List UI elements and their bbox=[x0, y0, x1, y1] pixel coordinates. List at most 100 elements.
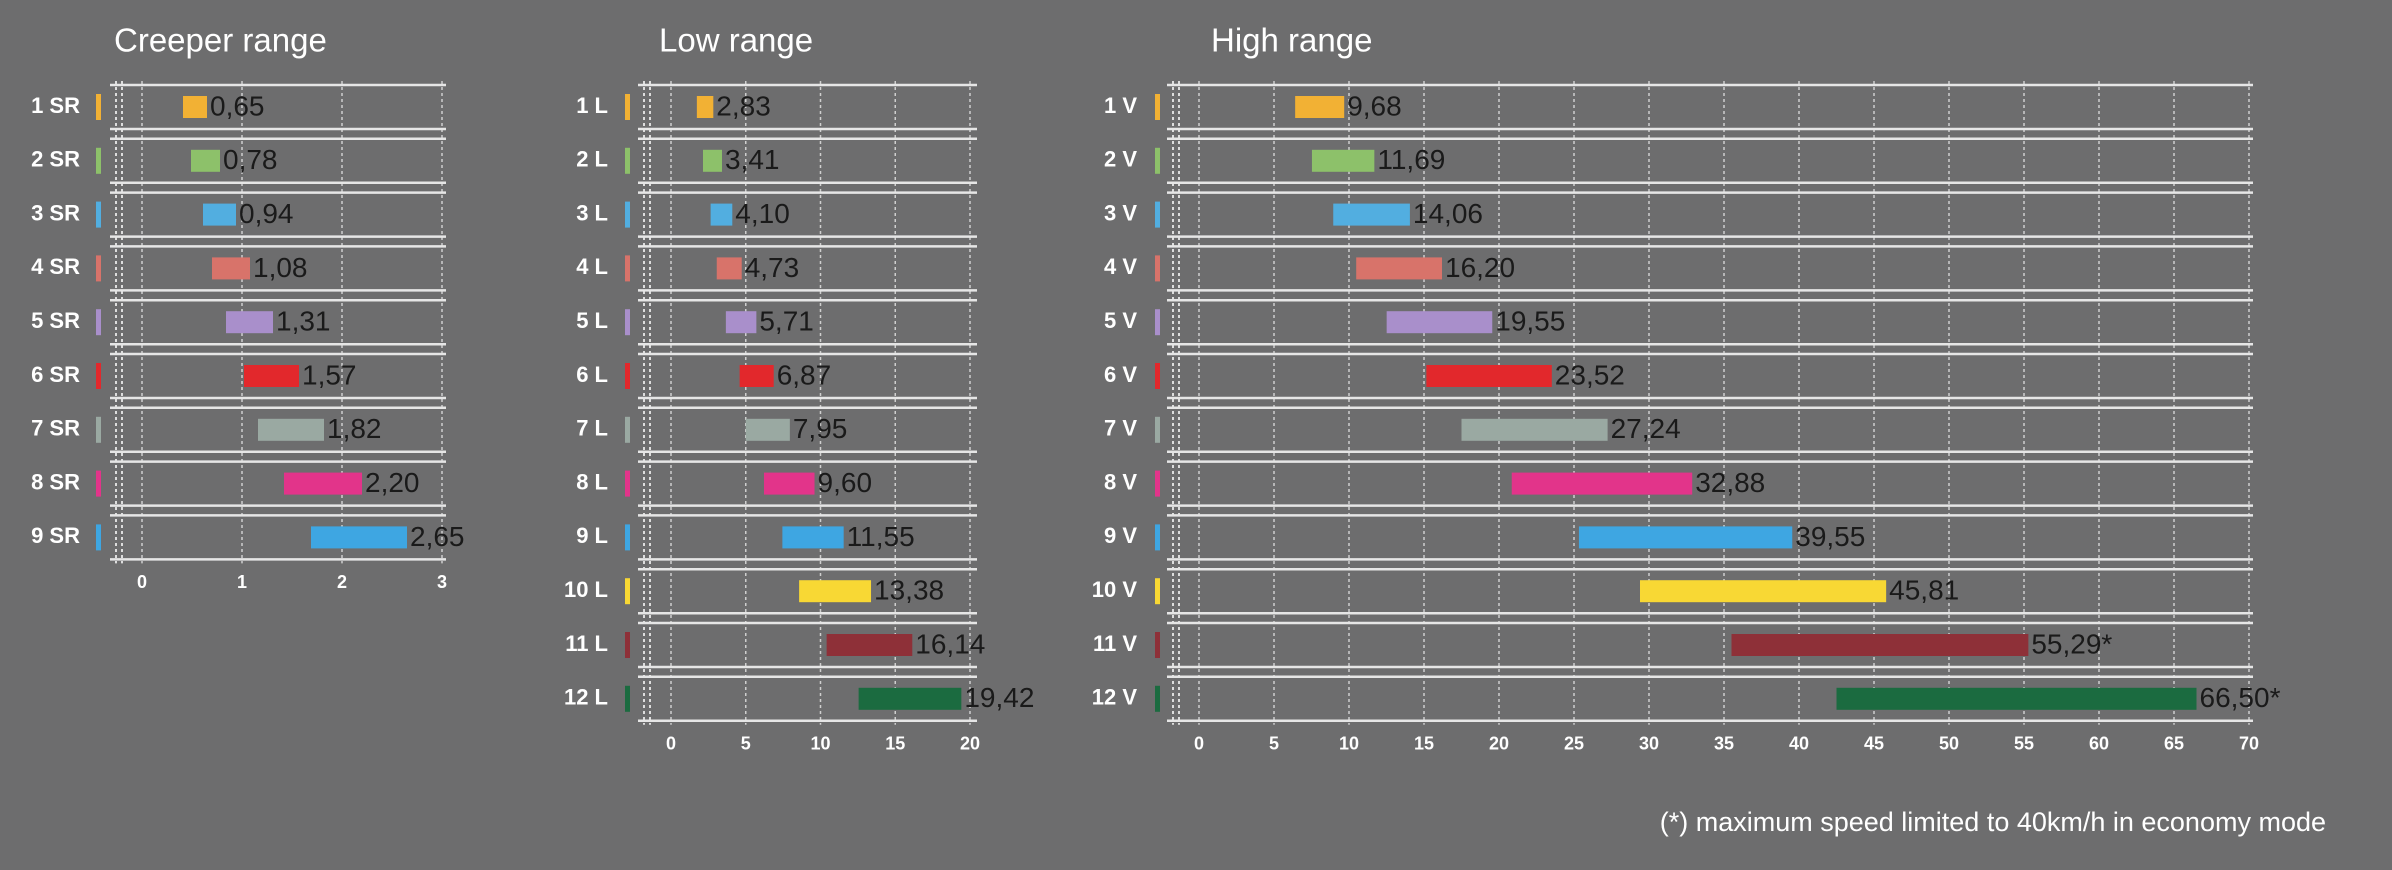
value-label: 1,82 bbox=[327, 413, 382, 444]
bar bbox=[1640, 580, 1887, 603]
category-label: 8 L bbox=[576, 469, 608, 494]
category-label: 2 V bbox=[1104, 147, 1137, 172]
bar bbox=[725, 311, 757, 334]
value-label: 2,65 bbox=[410, 521, 465, 552]
bar bbox=[311, 526, 407, 549]
x-tick-label: 25 bbox=[1564, 734, 1584, 754]
row-marker bbox=[625, 632, 630, 658]
x-tick-label: 70 bbox=[2239, 734, 2259, 754]
category-label: 6 SR bbox=[31, 362, 80, 387]
bar bbox=[858, 687, 962, 710]
bar bbox=[799, 580, 872, 603]
value-label: 6,87 bbox=[777, 359, 832, 390]
value-label: 4,73 bbox=[745, 252, 800, 283]
row-marker bbox=[625, 685, 630, 712]
x-tick-label: 0 bbox=[1194, 734, 1204, 754]
category-label: 12 L bbox=[564, 685, 608, 710]
value-label: 3,41 bbox=[725, 144, 780, 175]
bar bbox=[203, 203, 236, 226]
category-label: 5 SR bbox=[31, 308, 80, 333]
value-label: 4,10 bbox=[735, 198, 790, 229]
x-tick-label: 3 bbox=[437, 572, 447, 592]
row-marker bbox=[1155, 578, 1160, 605]
value-label: 11,55 bbox=[847, 521, 915, 552]
value-label: 7,95 bbox=[793, 413, 848, 444]
value-label: 27,24 bbox=[1611, 413, 1681, 444]
value-label: 14,06 bbox=[1413, 198, 1483, 229]
value-label: 16,20 bbox=[1445, 252, 1515, 283]
x-tick-label: 5 bbox=[1269, 734, 1279, 754]
category-label: 5 L bbox=[576, 308, 608, 333]
bar bbox=[212, 257, 250, 280]
value-label: 0,65 bbox=[210, 90, 265, 121]
bar bbox=[1731, 634, 2029, 656]
panel-title: High range bbox=[1211, 22, 1372, 59]
bar bbox=[763, 472, 815, 495]
value-label: 16,14 bbox=[915, 628, 985, 659]
bar bbox=[1461, 418, 1608, 441]
x-tick-label: 10 bbox=[1339, 734, 1359, 754]
value-label: 1,08 bbox=[253, 252, 308, 283]
category-label: 4 L bbox=[576, 254, 608, 279]
x-tick-label: 55 bbox=[2014, 734, 2034, 754]
row-marker bbox=[625, 201, 630, 228]
bar bbox=[1836, 687, 2197, 710]
category-label: 8 SR bbox=[31, 469, 80, 494]
value-label: 66,50* bbox=[2200, 682, 2281, 713]
row-marker bbox=[1155, 94, 1160, 120]
panel-title: Low range bbox=[659, 22, 813, 59]
value-label: 23,52 bbox=[1555, 359, 1625, 390]
category-label: 1 V bbox=[1104, 93, 1137, 118]
category-label: 3 SR bbox=[31, 200, 80, 225]
value-label: 55,29* bbox=[2031, 628, 2112, 659]
category-label: 10 V bbox=[1092, 577, 1138, 602]
bar bbox=[191, 149, 220, 172]
row-marker bbox=[96, 255, 101, 282]
value-label: 2,83 bbox=[716, 90, 771, 121]
row-marker bbox=[96, 524, 101, 551]
bar bbox=[1426, 365, 1552, 387]
bar bbox=[1511, 472, 1693, 495]
bar bbox=[226, 311, 273, 334]
bar bbox=[1333, 203, 1410, 226]
row-marker bbox=[1155, 632, 1160, 658]
category-label: 7 V bbox=[1104, 416, 1137, 441]
category-label: 9 V bbox=[1104, 523, 1137, 548]
x-tick-label: 0 bbox=[666, 734, 676, 754]
category-label: 4 SR bbox=[31, 254, 80, 279]
category-label: 8 V bbox=[1104, 469, 1137, 494]
row-marker bbox=[625, 470, 630, 497]
x-tick-label: 0 bbox=[137, 572, 147, 592]
value-label: 13,38 bbox=[874, 575, 944, 606]
x-tick-label: 35 bbox=[1714, 734, 1734, 754]
row-marker bbox=[1155, 363, 1160, 389]
value-label: 11,69 bbox=[1377, 144, 1445, 175]
value-label: 0,78 bbox=[223, 144, 278, 175]
x-tick-label: 20 bbox=[1489, 734, 1509, 754]
category-label: 9 SR bbox=[31, 523, 80, 548]
category-label: 7 L bbox=[576, 416, 608, 441]
bar bbox=[244, 365, 299, 387]
category-label: 2 SR bbox=[31, 147, 80, 172]
x-tick-label: 50 bbox=[1939, 734, 1959, 754]
bar bbox=[258, 418, 324, 441]
footnote: (*) maximum speed limited to 40km/h in e… bbox=[1660, 807, 2326, 837]
value-label: 9,60 bbox=[818, 467, 873, 498]
row-marker bbox=[1155, 685, 1160, 712]
row-marker bbox=[1155, 524, 1160, 551]
bar bbox=[716, 257, 742, 280]
bar bbox=[1311, 149, 1375, 172]
row-marker bbox=[1155, 255, 1160, 282]
bar bbox=[1356, 257, 1442, 280]
bar bbox=[739, 365, 774, 387]
value-label: 2,20 bbox=[365, 467, 420, 498]
bar bbox=[1386, 311, 1493, 334]
panel-title: Creeper range bbox=[114, 22, 327, 59]
x-tick-label: 45 bbox=[1864, 734, 1884, 754]
row-marker bbox=[1155, 416, 1160, 443]
value-label: 1,31 bbox=[276, 306, 331, 337]
row-marker bbox=[625, 309, 630, 336]
value-label: 1,57 bbox=[302, 359, 357, 390]
x-tick-label: 15 bbox=[885, 734, 905, 754]
